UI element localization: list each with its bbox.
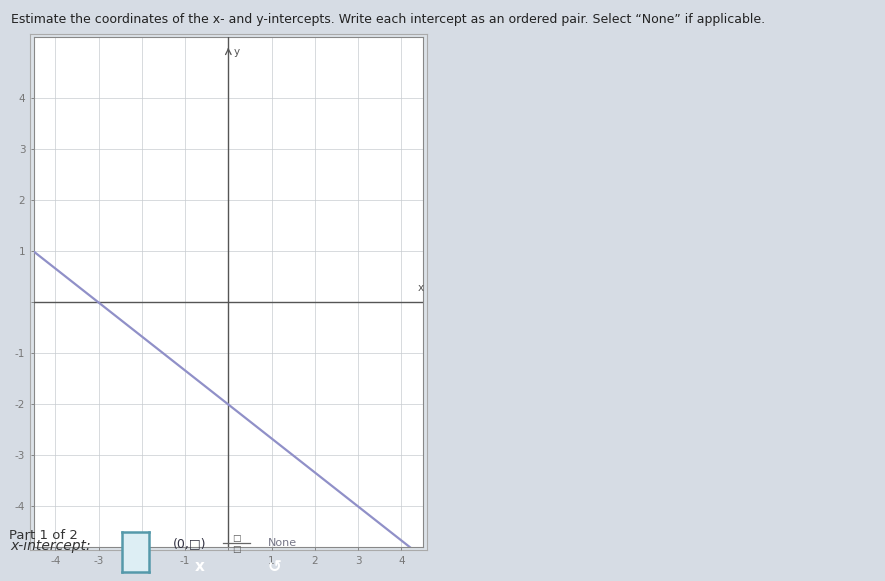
Text: y: y	[234, 48, 240, 58]
Text: x: x	[195, 560, 205, 574]
Text: □: □	[232, 533, 241, 543]
Text: Part 1 of 2: Part 1 of 2	[9, 529, 78, 542]
Text: None: None	[268, 538, 297, 548]
Text: Estimate the coordinates of the x- and y-intercepts. Write each intercept as an : Estimate the coordinates of the x- and y…	[11, 13, 765, 26]
Text: □: □	[232, 544, 241, 554]
Text: (0,□): (0,□)	[173, 537, 206, 550]
Text: ↺: ↺	[267, 558, 281, 576]
Text: x: x	[418, 284, 424, 293]
Text: x-intercept:: x-intercept:	[11, 539, 91, 553]
